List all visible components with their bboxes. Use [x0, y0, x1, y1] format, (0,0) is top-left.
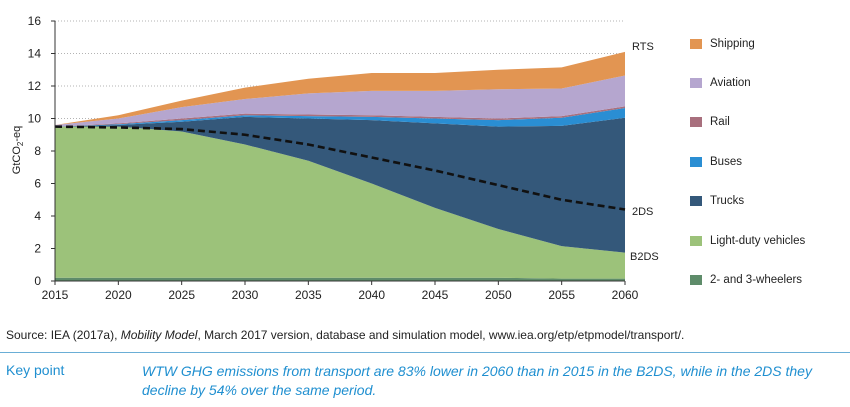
key-point-box: Key point WTW GHG emissions from transpo… [0, 352, 850, 407]
y-axis-label: GtCO2-eq [11, 126, 25, 174]
legend-label: Trucks [710, 195, 745, 208]
source-prefix: Source: IEA (2017a), [6, 328, 121, 342]
key-point-text: WTW GHG emissions from transport are 83%… [142, 363, 812, 398]
y-tick-label: 10 [28, 112, 42, 126]
y-tick-label: 8 [34, 144, 41, 158]
source-suffix: , March 2017 version, database and simul… [197, 328, 685, 342]
source-note: Source: IEA (2017a), Mobility Model, Mar… [6, 328, 684, 342]
x-tick-label: 2060 [612, 288, 639, 302]
y-axis: 0 2 4 6 8 10 12 14 16 [28, 14, 56, 288]
y-tick-label: 12 [28, 79, 42, 93]
x-tick-label: 2050 [485, 288, 512, 302]
source-model-name: Mobility Model [120, 328, 198, 342]
x-tick-label: 2045 [422, 288, 449, 302]
x-tick-label: 2025 [168, 288, 195, 302]
legend-swatch [690, 78, 702, 89]
area-trucks [55, 116, 625, 253]
legend-label: Buses [710, 155, 742, 168]
y-tick-label: 0 [34, 274, 41, 288]
y-tick-label: 16 [28, 14, 42, 28]
x-tick-label: 2015 [42, 288, 69, 302]
y-tick-label: 6 [34, 177, 41, 191]
legend-label: Rail [710, 116, 730, 129]
area-buses [55, 107, 625, 127]
legend-item-light-duty-vehicles: Light-duty vehicles [690, 221, 850, 260]
x-tick-label: 2020 [105, 288, 132, 302]
legend-swatch [690, 156, 702, 167]
annotation-rts: RTS [632, 41, 654, 53]
area-2-and-3-wheelers [55, 277, 625, 281]
legend-swatch [690, 196, 702, 207]
key-point-label: Key point [6, 362, 65, 378]
legend-item-aviation: Aviation [690, 63, 850, 102]
y-tick-label: 2 [34, 242, 41, 256]
legend-item-shipping: Shipping [690, 24, 850, 63]
legend-label: Aviation [710, 77, 751, 90]
y-tick-label: 14 [28, 47, 42, 61]
area-aviation [55, 75, 625, 127]
x-axis: 2015 2020 2025 2030 2035 2040 2045 2050 2055 2060 [42, 280, 639, 302]
x-tick-label: 2030 [232, 288, 259, 302]
legend-label: Shipping [710, 37, 755, 50]
x-tick-label: 2040 [358, 288, 385, 302]
annotation-b2ds: B2DS [630, 251, 659, 263]
legend-item-2-and-3-wheelers: 2- and 3-wheelers [690, 260, 850, 299]
x-tick-label: 2035 [295, 288, 322, 302]
2ds-line [54, 125, 626, 211]
2ds-line-group [54, 125, 626, 211]
x-tick-label: 2055 [548, 288, 575, 302]
chart-area: 2015 2020 2025 2030 2035 2040 2045 2050 2055 2060… [11, 14, 659, 302]
legend-swatch [690, 117, 702, 128]
legend-item-trucks: Trucks [690, 182, 850, 221]
area-light-duty-vehicles [55, 126, 625, 279]
legend-label: Light-duty vehicles [710, 234, 806, 247]
stacked-areas [55, 51, 625, 281]
legend-item-rail: Rail [690, 103, 850, 142]
legend-label: 2- and 3-wheelers [710, 274, 803, 287]
annotation-2ds: 2DS [632, 206, 653, 218]
legend-swatch [690, 235, 702, 246]
area-shipping [55, 51, 625, 125]
legend-swatch [690, 38, 702, 49]
legend-item-buses: Buses [690, 142, 850, 181]
y-tick-label: 4 [34, 209, 41, 223]
area-rail [55, 106, 625, 127]
legend-swatch [690, 275, 702, 286]
legend: Shipping Aviation Rail Buses Trucks Light-dut… [690, 24, 850, 300]
